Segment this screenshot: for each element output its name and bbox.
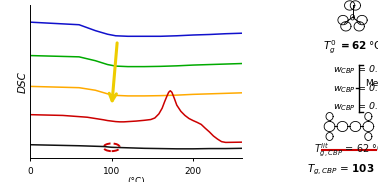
X-axis label: (°C): (°C) (127, 177, 145, 182)
Text: Melt-Blending
samples: Melt-Blending samples (366, 79, 378, 98)
Text: $T_g^0$ $\mathbf{= 62}$ °C: $T_g^0$ $\mathbf{= 62}$ °C (323, 38, 378, 56)
Text: $w_{CBP}$ = 0.3: $w_{CBP}$ = 0.3 (333, 64, 378, 76)
Text: $T_{g,CBP}^{lit}$ = 62 °C: $T_{g,CBP}^{lit}$ = 62 °C (314, 141, 378, 159)
Text: $T_{g,CBP}$ = $\mathbf{103}$ °C: $T_{g,CBP}$ = $\mathbf{103}$ °C (307, 163, 378, 177)
Text: $w_{CBP}$ = 0.5: $w_{CBP}$ = 0.5 (333, 82, 378, 94)
Text: $w_{CBP}$ = 0.7: $w_{CBP}$ = 0.7 (333, 100, 378, 113)
Y-axis label: DSC: DSC (17, 71, 28, 93)
